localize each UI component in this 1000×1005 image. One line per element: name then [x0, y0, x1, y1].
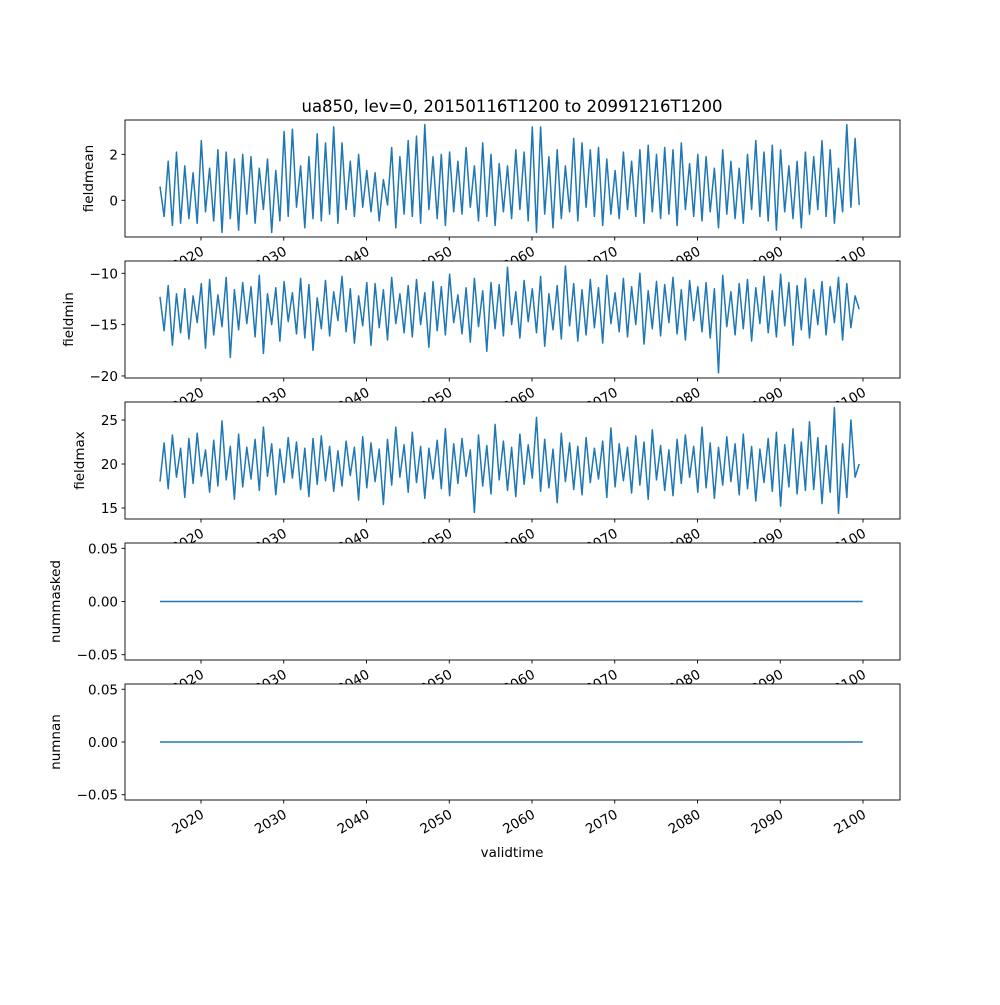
axes-frame: [124, 119, 901, 238]
x-tick-label: 2020: [169, 807, 207, 838]
y-axis-label: fieldmin: [61, 292, 77, 347]
x-tick-label: 2060: [500, 807, 538, 838]
x-tick-label: 2090: [748, 807, 786, 838]
x-tick-label: 2040: [335, 807, 373, 838]
y-tick-label: 0.00: [88, 595, 118, 611]
series-line-fieldmin: [159, 265, 860, 374]
y-axis-label: fieldmax: [72, 431, 88, 490]
y-tick-label: 2: [109, 147, 118, 163]
y-tick-label: 15: [101, 501, 118, 517]
y-tick-label: 0.05: [88, 541, 118, 557]
axes-frame: [124, 401, 901, 520]
y-axis-label: numnan: [48, 714, 64, 770]
y-tick-label: −20: [90, 369, 119, 385]
y-tick-label: 25: [101, 413, 118, 429]
chart-title: ua850, lev=0, 20150116T1200 to 20991216T…: [301, 97, 722, 116]
x-axis-label: validtime: [481, 845, 544, 861]
y-axis-label: nummasked: [48, 560, 64, 643]
x-tick-label: 2030: [252, 807, 290, 838]
series-line-fieldmean: [159, 123, 860, 234]
y-tick-label: −15: [90, 318, 119, 334]
x-tick-label: 2100: [831, 807, 869, 838]
y-axis-label: fieldmean: [81, 145, 97, 212]
y-tick-label: 0.00: [88, 735, 118, 751]
x-tick-label: 2070: [583, 807, 621, 838]
y-tick-label: 0: [109, 193, 118, 209]
panel-numnan: −0.05 0.00 0.05 numnan 2020 2030 2040 2050 2060 2…: [48, 682, 901, 838]
series-line-fieldmax: [159, 406, 860, 515]
axes-frame: [124, 260, 901, 379]
y-tick-label: −10: [90, 266, 119, 282]
y-tick-label: 20: [101, 457, 118, 473]
y-tick-label: −0.05: [77, 788, 118, 804]
y-tick-label: −0.05: [77, 648, 118, 664]
y-tick-label: 0.05: [88, 682, 118, 698]
x-tick-label: 2080: [666, 807, 704, 838]
x-tick-label: 2050: [417, 807, 455, 838]
